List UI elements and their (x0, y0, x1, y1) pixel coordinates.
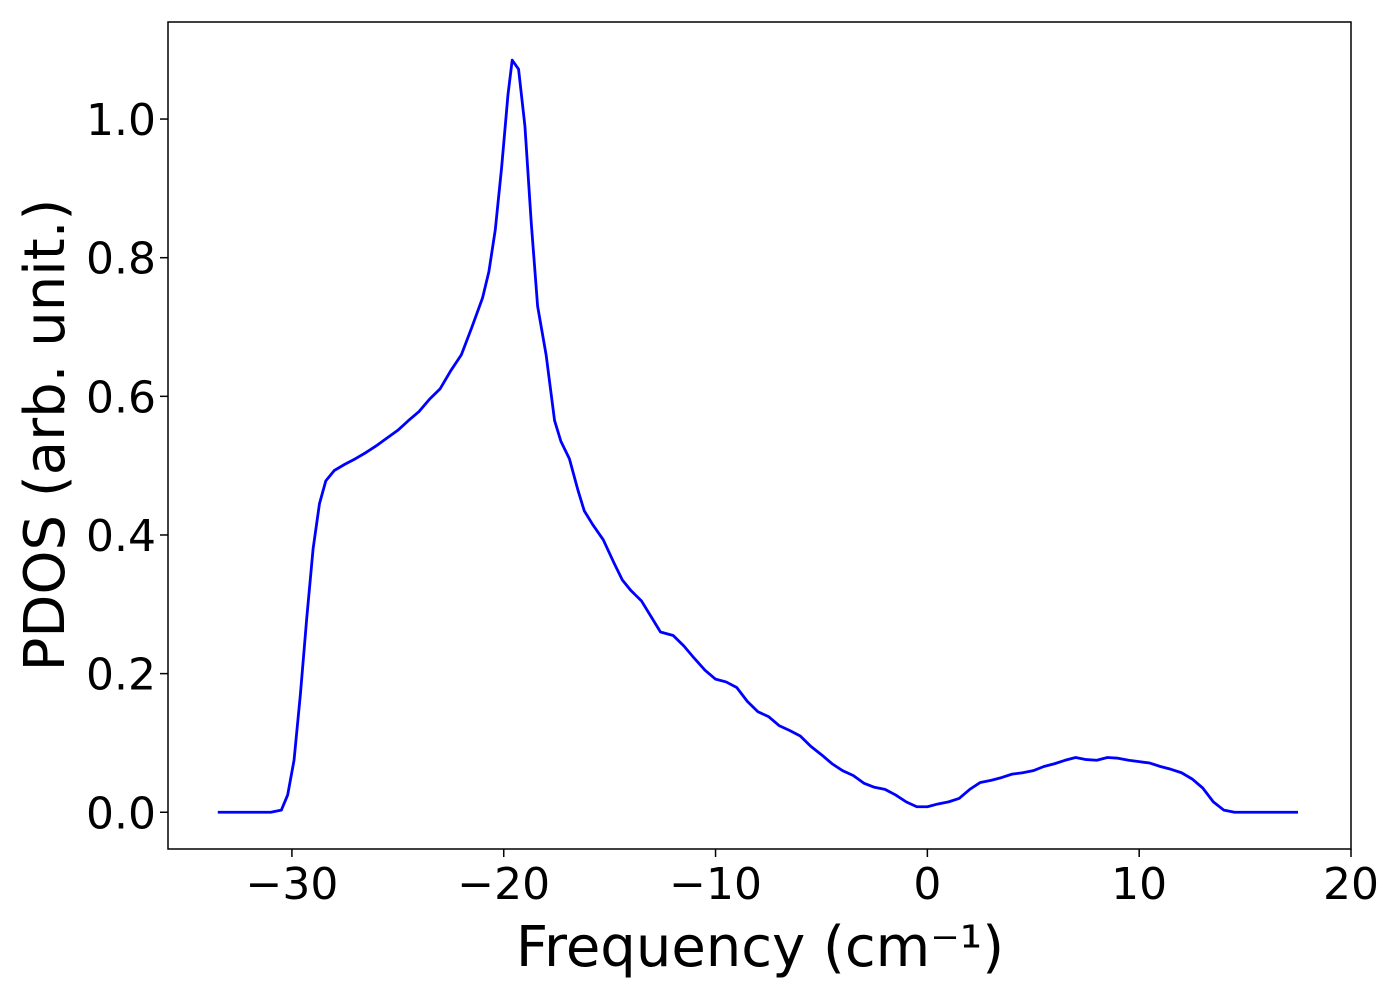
data-line (217, 58, 1299, 814)
y-tick-label: 0.2 (86, 650, 156, 701)
y-axis-label: PDOS (arb. unit.) (13, 199, 78, 672)
x-tick-label: 20 (1323, 859, 1379, 910)
x-tick-label: −30 (245, 859, 338, 910)
x-tick-label: −20 (457, 859, 550, 910)
x-tick-label: −10 (669, 859, 762, 910)
y-tick-label: 0.8 (86, 234, 156, 285)
x-tick-label: 0 (913, 859, 941, 910)
plot-frame (167, 21, 1352, 850)
y-tick-label: 0.4 (86, 511, 156, 562)
y-tick-label: 0.0 (86, 788, 156, 839)
x-tick-label: 10 (1111, 859, 1167, 910)
y-tick-label: 0.6 (86, 372, 156, 423)
x-axis-label: Frequency (cm⁻¹) (516, 915, 1004, 980)
y-tick-label: 1.0 (86, 95, 156, 146)
